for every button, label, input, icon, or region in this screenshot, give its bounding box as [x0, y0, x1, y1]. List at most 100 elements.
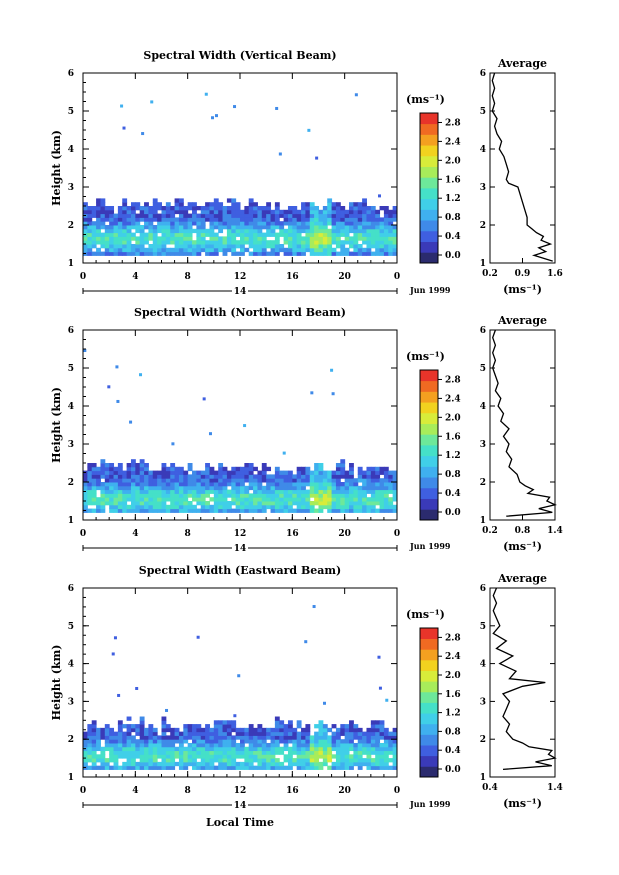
heatmap-cell: [366, 765, 372, 770]
heatmap-cell: [187, 251, 193, 256]
heatmap-cell: [353, 202, 359, 207]
heatmap-cell: [379, 247, 385, 253]
heatmap-cell: [331, 489, 337, 494]
heatmap-cell: [309, 501, 315, 506]
heatmap-cell: [205, 501, 210, 506]
heatmap-cell: [178, 497, 184, 502]
heatmap-cell: [322, 739, 328, 744]
heatmap-cell: [305, 470, 311, 475]
heatmap-cell: [113, 508, 119, 513]
heatmap-cell: [130, 739, 136, 744]
heatmap-cell: [349, 724, 354, 729]
heatmap-cell: [165, 228, 171, 234]
heatmap-cell: [152, 217, 158, 222]
heatmap-cell: [392, 727, 398, 733]
heatmap-cell: [174, 251, 180, 256]
heatmap-cell: [130, 459, 136, 464]
heatmap-cell: [100, 251, 106, 256]
heatmap-cell: [322, 493, 328, 498]
heatmap-cell: [157, 206, 162, 211]
heatmap-cell: [211, 116, 215, 120]
heatmap-cell: [144, 504, 149, 510]
heatmap-cell: [274, 244, 280, 249]
heatmap-cell: [218, 478, 224, 483]
heatmap-cell: [130, 485, 136, 491]
heatmap-cell: [165, 209, 171, 215]
heatmap-cell: [349, 489, 354, 494]
panel-1: Spectral Width (Vertical Beam)123456Heig…: [50, 49, 563, 297]
heatmap-cell: [335, 758, 341, 763]
heatmap-cell: [379, 750, 385, 755]
heatmap-cell: [292, 221, 298, 226]
heatmap-cell: [231, 746, 237, 752]
heatmap-cell: [349, 251, 354, 256]
heatmap-cell: [209, 508, 215, 513]
heatmap-cell: [130, 232, 136, 237]
heatmap-cell: [383, 217, 389, 222]
heatmap-cell: [109, 501, 115, 506]
heatmap-cell: [279, 232, 285, 237]
heatmap-cell: [231, 247, 237, 253]
heatmap-cell: [309, 735, 315, 740]
heatmap-cell: [240, 247, 245, 253]
heatmap-cell: [144, 742, 149, 748]
heatmap-cell: [331, 251, 337, 256]
heatmap-cell: [244, 493, 250, 498]
heatmap-cell: [305, 206, 311, 211]
heatmap-cell: [174, 727, 180, 733]
heatmap-cell: [144, 251, 149, 256]
heatmap-cell: [170, 466, 176, 472]
heatmap-cell: [392, 240, 398, 245]
heatmap-cell: [353, 742, 359, 748]
y-axis-label: Height (km): [50, 387, 63, 463]
heatmap-cell: [283, 727, 289, 733]
heatmap-cell: [209, 742, 215, 748]
heatmap-cell: [392, 470, 398, 475]
heatmap-cell: [253, 750, 258, 755]
heatmap-cell: [226, 225, 232, 230]
heatmap-cell: [144, 746, 149, 752]
heatmap-cell: [296, 489, 302, 494]
heatmap-cell: [274, 727, 280, 733]
heatmap-cell: [222, 731, 228, 736]
heatmap-cell: [270, 482, 276, 487]
heatmap-cell: [174, 746, 180, 752]
heatmap-cell: [161, 482, 167, 487]
heatmap-cell: [292, 497, 298, 502]
heatmap-cell: [266, 251, 272, 256]
colorbar-frame: [419, 627, 439, 778]
heatmap-cell: [144, 497, 149, 502]
heatmap-cell: [305, 504, 311, 510]
heatmap-cell: [218, 221, 224, 226]
heatmap-cell: [200, 217, 206, 222]
heatmap-cell: [96, 228, 101, 234]
heatmap-cell: [270, 761, 276, 767]
heatmap-cell: [314, 247, 319, 253]
heatmap-cell: [270, 727, 276, 733]
heatmap-cell: [144, 206, 149, 211]
heatmap-cell: [218, 758, 224, 763]
heatmap-cell: [187, 724, 193, 729]
heatmap-cell: [104, 244, 110, 249]
profile-y-tick-label: 3: [480, 440, 486, 450]
heatmap-cell: [331, 754, 337, 759]
heatmap-cell: [100, 765, 106, 770]
heatmap-cell: [122, 493, 128, 498]
heatmap-cell: [240, 470, 245, 475]
heatmap-cell: [287, 236, 293, 241]
heatmap-cell: [248, 754, 254, 759]
heatmap-cell: [170, 240, 176, 245]
heatmap-cell: [388, 247, 394, 253]
heatmap-cell: [235, 765, 241, 770]
heatmap-cell: [248, 240, 254, 245]
heatmap-cell: [261, 508, 267, 513]
heatmap-cell: [87, 225, 93, 230]
heatmap-cell: [226, 236, 232, 241]
heatmap-cell: [157, 493, 162, 498]
heatmap-cell: [226, 508, 232, 513]
heatmap-cell: [213, 493, 219, 498]
heatmap-cell: [104, 225, 110, 230]
heatmap-cell: [100, 244, 106, 249]
heatmap-cell: [314, 244, 319, 249]
heatmap-cell: [226, 746, 232, 752]
